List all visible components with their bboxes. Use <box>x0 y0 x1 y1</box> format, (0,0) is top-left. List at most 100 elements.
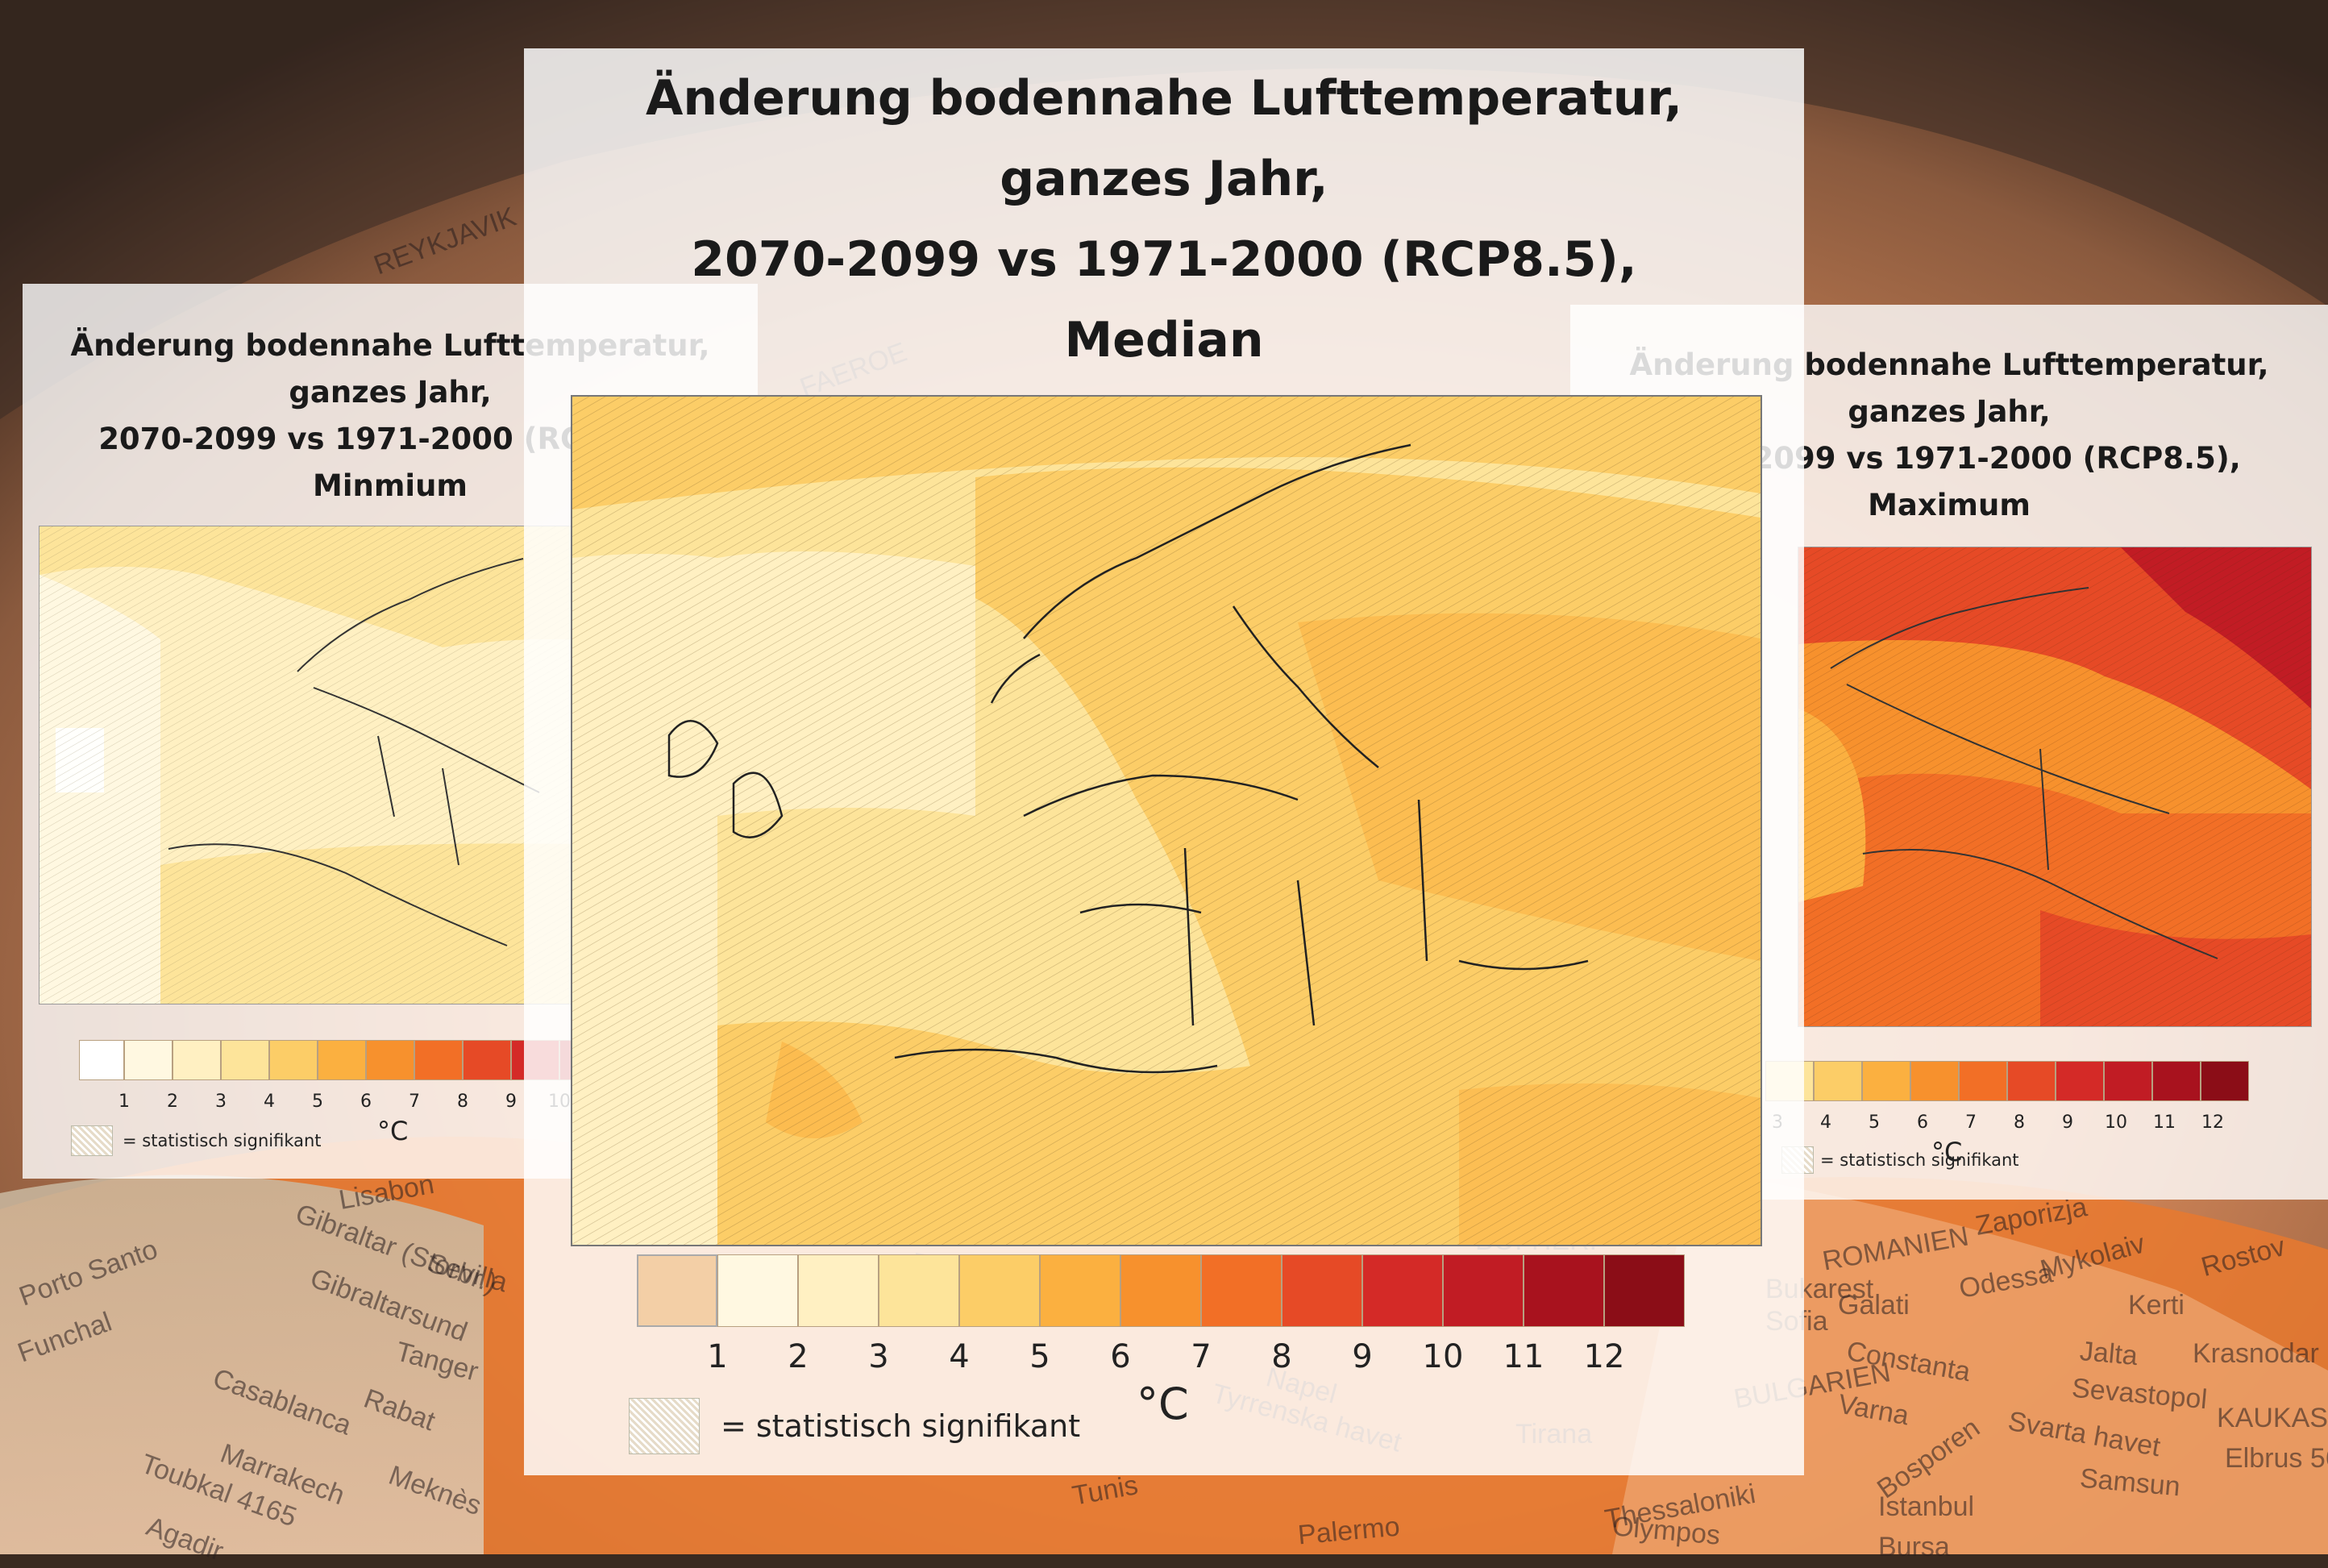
background-map-label: Samsun <box>2078 1462 2182 1503</box>
tick-label: 6 <box>1917 1113 1928 1133</box>
tick-label: 5 <box>312 1092 323 1112</box>
hatch-swatch <box>629 1398 700 1454</box>
tick-label: 1 <box>118 1092 130 1112</box>
background-map-label: Tanger <box>392 1336 482 1387</box>
tick-label: 8 <box>1271 1338 1292 1375</box>
background-map-label: ROMANIEN <box>1820 1221 1972 1277</box>
background-map-label: Krasnodar <box>2193 1338 2319 1369</box>
significance-legend: = statistisch signifikant <box>629 1398 1080 1454</box>
legend-swatch <box>463 1040 511 1080</box>
tick-label: 5 <box>1029 1338 1050 1375</box>
title-line: Minmium <box>313 468 468 503</box>
unit-label: °C <box>377 1116 409 1146</box>
legend-swatch <box>2152 1061 2201 1101</box>
tick-label: 2 <box>167 1092 178 1112</box>
legend-swatch <box>1362 1254 1443 1327</box>
legend-swatch <box>269 1040 318 1080</box>
tick-label: 7 <box>1191 1338 1212 1375</box>
tick-label: 4 <box>1820 1113 1831 1133</box>
background-map-label: Bursa <box>1878 1532 1950 1562</box>
title-line: 2070-2099 vs 1971-2000 (RCP8.5), <box>691 231 1637 288</box>
background-map-label: Jalta <box>2078 1335 2139 1372</box>
legend-swatch <box>1814 1061 1862 1101</box>
maximum-panel: Änderung bodennahe Lufttemperatur, ganze… <box>1570 305 2328 1200</box>
tick-label: 11 <box>1503 1338 1544 1375</box>
background-map-label: Meknès <box>385 1459 486 1522</box>
legend-swatch <box>2056 1061 2104 1101</box>
significance-legend: = statistisch signifikant <box>1781 1146 2019 1174</box>
neutral-swatch <box>79 1040 124 1080</box>
title-line: Änderung bodennahe Lufttemperatur, <box>646 70 1682 127</box>
median-title: Änderung bodennahe Lufttemperatur, ganze… <box>524 58 1804 381</box>
median-map <box>571 395 1762 1246</box>
neutral-swatch <box>637 1254 717 1327</box>
background-map-label: Palermo <box>1296 1511 1401 1551</box>
background-map-label: Porto Santo <box>15 1233 162 1312</box>
legend-swatch <box>959 1254 1040 1327</box>
significance-label: = statistisch signifikant <box>123 1131 322 1150</box>
median-panel: Änderung bodennahe Lufttemperatur, ganze… <box>524 48 1804 1475</box>
title-line: Maximum <box>1868 488 2031 522</box>
legend-swatch <box>2201 1061 2249 1101</box>
legend-swatch <box>1862 1061 1910 1101</box>
background-map-label: Casablanca <box>209 1362 355 1441</box>
title-line: ganzes Jahr, <box>289 375 492 410</box>
background-map-label: Galati <box>1838 1290 1910 1321</box>
legend-swatch <box>1120 1254 1201 1327</box>
background-map-label: Sevastopol <box>2070 1372 2209 1416</box>
tick-label: 9 <box>1352 1338 1373 1375</box>
legend-swatch <box>173 1040 221 1080</box>
legend-swatch <box>2007 1061 2056 1101</box>
legend-swatch <box>717 1254 798 1327</box>
legend-swatch <box>2104 1061 2152 1101</box>
legend-swatch <box>1959 1061 2007 1101</box>
tick-label: 8 <box>457 1092 468 1112</box>
tick-label: 6 <box>1110 1338 1131 1375</box>
tick-label: 10 <box>1422 1338 1464 1375</box>
background-map-label: Elbrus 5642 <box>2225 1443 2328 1474</box>
hatch-swatch <box>71 1125 113 1156</box>
title-line: ganzes Jahr, <box>1000 151 1328 207</box>
legend-swatch <box>1604 1254 1685 1327</box>
tick-label: 4 <box>264 1092 275 1112</box>
tick-label: 8 <box>2014 1113 2025 1133</box>
legend-swatch <box>1040 1254 1120 1327</box>
legend-swatch <box>366 1040 414 1080</box>
unit-label: °C <box>1931 1137 1963 1167</box>
background-map-label: Kerti <box>2128 1290 2185 1321</box>
tick-label: 3 <box>868 1338 889 1375</box>
legend-swatch <box>414 1040 463 1080</box>
tick-label: 5 <box>1869 1113 1880 1133</box>
background-map-label: REYKJAVIK <box>369 201 521 281</box>
median-legend <box>637 1254 1685 1327</box>
tick-label: 9 <box>2062 1113 2073 1133</box>
tick-label: 1 <box>707 1338 728 1375</box>
significance-legend: = statistisch signifikant <box>71 1125 322 1156</box>
maximum-map <box>1798 547 2312 1027</box>
title-line: Median <box>1064 312 1264 368</box>
tick-label: 12 <box>1583 1338 1625 1375</box>
maximum-legend <box>1765 1061 2249 1101</box>
background-map-label: Funchal <box>13 1306 116 1369</box>
background-map-label: Istanbul <box>1878 1491 1975 1522</box>
background-map-label: Svarta havet <box>2006 1405 2163 1463</box>
tick-label: 3 <box>215 1092 227 1112</box>
background-map-label: Rostov <box>2197 1230 2289 1283</box>
legend-swatch <box>318 1040 366 1080</box>
legend-swatch <box>124 1040 173 1080</box>
legend-swatch <box>221 1040 269 1080</box>
legend-swatch <box>798 1254 879 1327</box>
background-map-label: Rabat <box>360 1383 439 1437</box>
tick-label: 7 <box>409 1092 420 1112</box>
background-map-label: Agadir <box>142 1511 227 1567</box>
tick-label: 7 <box>1965 1113 1977 1133</box>
unit-label: °C <box>1137 1379 1189 1429</box>
tick-label: 10 <box>2105 1113 2127 1133</box>
legend-swatch <box>1524 1254 1604 1327</box>
background-map-label: Tunis <box>1070 1470 1141 1512</box>
tick-label: 9 <box>505 1092 517 1112</box>
legend-swatch <box>1201 1254 1282 1327</box>
legend-swatch <box>1443 1254 1524 1327</box>
tick-label: 2 <box>788 1338 809 1375</box>
legend-swatch <box>1910 1061 1959 1101</box>
